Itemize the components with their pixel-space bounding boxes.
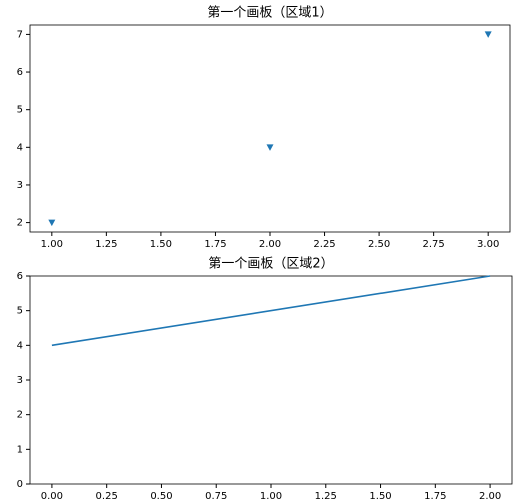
y-tick-label: 5 — [17, 306, 23, 317]
y-tick-label: 3 — [17, 180, 23, 191]
y-tick-label: 6 — [17, 271, 23, 282]
x-tick-label: 1.75 — [424, 491, 446, 502]
x-tick-label: 1.25 — [315, 491, 337, 502]
axes-frame — [29, 24, 511, 233]
marker — [266, 144, 274, 151]
y-tick-label: 1 — [17, 444, 23, 455]
chart-title: 第一个画板（区域1） — [207, 6, 332, 21]
y-tick-label: 3 — [17, 375, 23, 386]
marker — [48, 219, 56, 227]
x-tick-label: 3.00 — [477, 239, 499, 250]
y-tick-label: 2 — [17, 218, 23, 229]
x-tick-label: 0.00 — [41, 491, 63, 502]
y-tick-label: 0 — [17, 479, 23, 490]
y-tick-label: 5 — [17, 105, 23, 116]
x-tick-label: 2.00 — [479, 491, 501, 502]
x-tick-label: 1.25 — [95, 239, 117, 250]
x-tick-label: 1.75 — [204, 239, 226, 250]
marker — [484, 31, 492, 38]
x-tick-label: 0.50 — [150, 491, 172, 502]
x-tick-label: 1.00 — [41, 239, 63, 250]
x-tick-label: 2.00 — [259, 239, 281, 250]
x-tick-label: 1.50 — [369, 491, 391, 502]
x-tick-label: 2.25 — [313, 239, 335, 250]
x-tick-label: 0.75 — [205, 491, 227, 502]
x-tick-label: 0.25 — [96, 491, 118, 502]
chart-title: 第一个画板（区域2） — [208, 257, 333, 272]
y-tick-label: 4 — [17, 142, 23, 153]
x-tick-label: 2.50 — [368, 239, 390, 250]
y-tick-label: 6 — [17, 67, 23, 78]
y-tick-label: 7 — [17, 29, 23, 40]
x-tick-label: 1.00 — [260, 491, 282, 502]
x-tick-label: 2.75 — [423, 239, 445, 250]
y-tick-label: 2 — [17, 410, 23, 421]
x-tick-label: 1.50 — [150, 239, 172, 250]
y-tick-label: 4 — [17, 340, 23, 351]
axes-frame — [29, 275, 513, 485]
line — [51, 275, 491, 347]
